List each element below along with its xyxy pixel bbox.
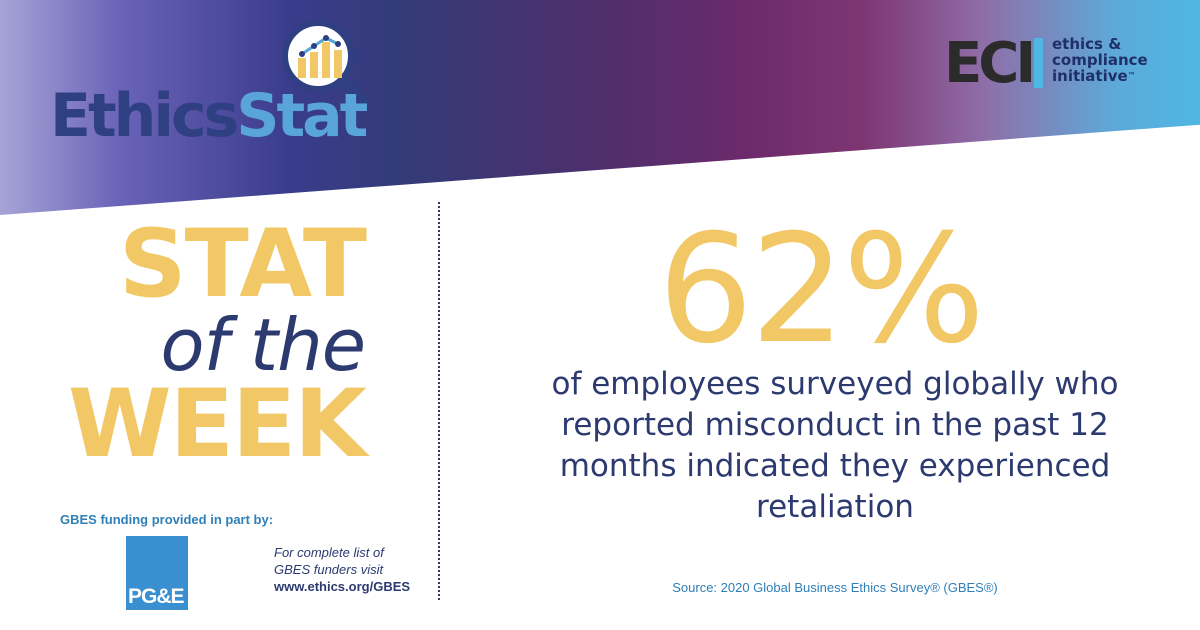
- pge-logo-box: [126, 536, 188, 610]
- stat-description-line-2: reported misconduct in the past 12: [561, 407, 1109, 443]
- eci-line-2: compliance: [1052, 51, 1148, 69]
- eci-accent-bar: [1034, 38, 1043, 88]
- heading-week: WEEK: [68, 370, 367, 479]
- eci-logo: ECI ethics & compliance initiative™: [944, 36, 1174, 96]
- source-note: Source: 2020 Global Business Ethics Surv…: [672, 580, 998, 595]
- logo-ethics-text: Ethics: [50, 81, 239, 151]
- pge-logo-text: PG&E: [128, 585, 185, 608]
- stat-of-the-week-heading: STAT of the WEEK: [60, 210, 367, 479]
- funders-note-line-1: For complete list of: [274, 545, 384, 560]
- funders-url: www.ethics.org/GBES: [274, 579, 411, 594]
- stat-description: of employees surveyed globally who repor…: [520, 364, 1150, 528]
- ethicsstat-logo: EthicsStat: [50, 86, 368, 146]
- stat-value: 62%: [657, 203, 985, 377]
- funding-label: GBES funding provided in part by:: [60, 512, 274, 527]
- dotted-divider: [438, 202, 440, 600]
- heading-stat: STAT: [118, 210, 367, 319]
- magnifier-chart-icon: [282, 20, 371, 109]
- pge-logo: PG&E: [126, 536, 194, 610]
- funders-note: For complete list of GBES funders visit …: [274, 544, 410, 595]
- stat-description-line-4: retaliation: [756, 489, 914, 525]
- eci-line-1: ethics &: [1052, 35, 1122, 53]
- logo-stat-text: Stat: [236, 81, 368, 151]
- heading-of-the: of the: [160, 303, 366, 387]
- eci-letters: ECI: [944, 31, 1036, 96]
- eci-wordmark: ethics & compliance initiative™: [1052, 36, 1148, 84]
- stat-description-line-3: months indicated they experienced: [559, 448, 1111, 484]
- eci-trademark: ™: [1127, 71, 1136, 80]
- eci-line-3: initiative: [1052, 67, 1128, 85]
- stat-description-line-1: of employees surveyed globally who: [551, 366, 1119, 402]
- funders-note-line-2: GBES funders visit: [274, 562, 384, 577]
